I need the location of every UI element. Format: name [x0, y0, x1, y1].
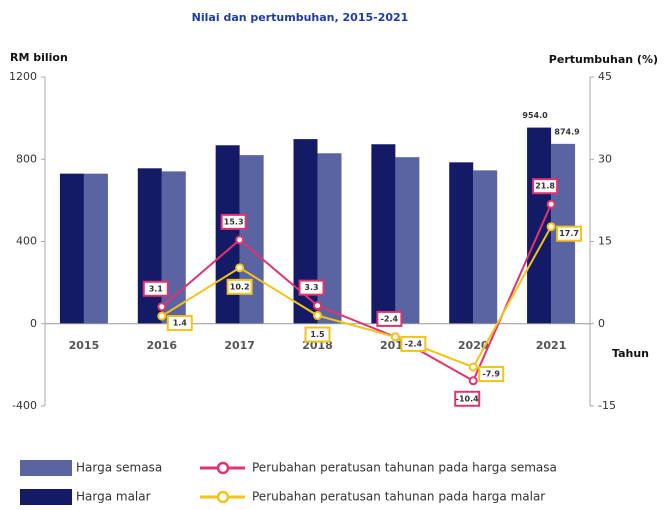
legend-marker — [216, 461, 230, 475]
y2-tick-label: -15 — [598, 399, 616, 412]
bar — [395, 157, 420, 324]
data-label: 10.2 — [230, 282, 250, 291]
line-series — [161, 203, 552, 383]
bar — [371, 144, 396, 324]
y-tick-label: 800 — [16, 152, 37, 165]
legend-label: Harga malar — [76, 490, 151, 504]
data-label: -2.4 — [405, 339, 423, 348]
data-label-box — [478, 366, 505, 383]
line-point — [546, 222, 556, 232]
data-label-box — [304, 326, 331, 343]
data-label-box — [400, 335, 427, 352]
bar — [161, 171, 186, 324]
x-axis-title: Tahun — [612, 347, 649, 360]
line-point — [313, 301, 322, 311]
legend-marker — [216, 490, 230, 504]
data-label: 1.4 — [173, 319, 188, 328]
bar — [449, 162, 474, 324]
y-tick-label: 1200 — [9, 70, 37, 83]
data-label: 21.8 — [535, 182, 555, 191]
data-label: 15.3 — [224, 217, 244, 226]
line-point — [468, 362, 478, 372]
x-tick-label: 2021 — [536, 339, 567, 352]
data-label: -2.4 — [381, 314, 399, 323]
bar — [317, 153, 342, 324]
x-tick-label: 2017 — [224, 339, 255, 352]
bar — [83, 173, 108, 324]
y2-tick-label: 0 — [598, 317, 605, 330]
legend-label: Harga semasa — [76, 461, 162, 475]
line-point — [390, 332, 400, 342]
data-label: -10.4 — [456, 394, 479, 403]
legend-label: Perubahan peratusan tahunan pada harga s… — [252, 461, 557, 475]
bar — [215, 145, 240, 324]
line-series — [161, 226, 552, 369]
data-label-box — [298, 279, 325, 296]
data-label: 3.1 — [149, 284, 164, 293]
bar-value-label: 954.0 — [522, 111, 548, 120]
data-label-box — [532, 178, 559, 195]
data-label-box — [166, 315, 193, 332]
data-label-box — [142, 280, 169, 297]
line-point — [157, 302, 167, 312]
data-label: 1.5 — [310, 330, 325, 339]
data-label: -7.9 — [482, 370, 500, 379]
legend-swatch — [20, 460, 72, 476]
data-label-box — [454, 390, 481, 407]
y2-axis-title: Pertumbuhan (%) — [549, 53, 658, 66]
bar — [473, 170, 498, 324]
data-label-box — [220, 213, 247, 230]
bar-value-label: 874.9 — [554, 127, 580, 136]
data-label: 3.3 — [304, 283, 318, 292]
line-point — [235, 263, 245, 273]
line-point — [313, 311, 322, 321]
x-tick-label: 2015 — [69, 339, 100, 352]
legend-swatch — [20, 489, 72, 505]
line-point — [235, 235, 245, 245]
x-tick-label: 2020 — [458, 339, 489, 352]
y-tick-label: -400 — [12, 399, 37, 412]
legend-label: Perubahan peratusan tahunan pada harga m… — [252, 490, 545, 504]
y-tick-label: 0 — [30, 317, 37, 330]
bar — [59, 173, 84, 324]
bar — [137, 168, 162, 324]
x-tick-label: 2016 — [146, 339, 177, 352]
data-label-box — [556, 225, 583, 242]
line-point — [546, 199, 556, 209]
data-label-box — [376, 310, 403, 327]
data-label: 17.7 — [559, 229, 579, 238]
y2-tick-label: 45 — [598, 70, 612, 83]
y-tick-label: 400 — [16, 235, 37, 248]
chart-title: Nilai dan pertumbuhan, 2015-2021 — [192, 11, 409, 24]
line-point — [157, 311, 167, 321]
data-label-box — [226, 278, 253, 295]
line-point — [468, 376, 478, 386]
y2-tick-label: 15 — [598, 235, 612, 248]
y-axis-title: RM bilion — [10, 51, 68, 64]
y2-tick-label: 30 — [598, 152, 612, 165]
